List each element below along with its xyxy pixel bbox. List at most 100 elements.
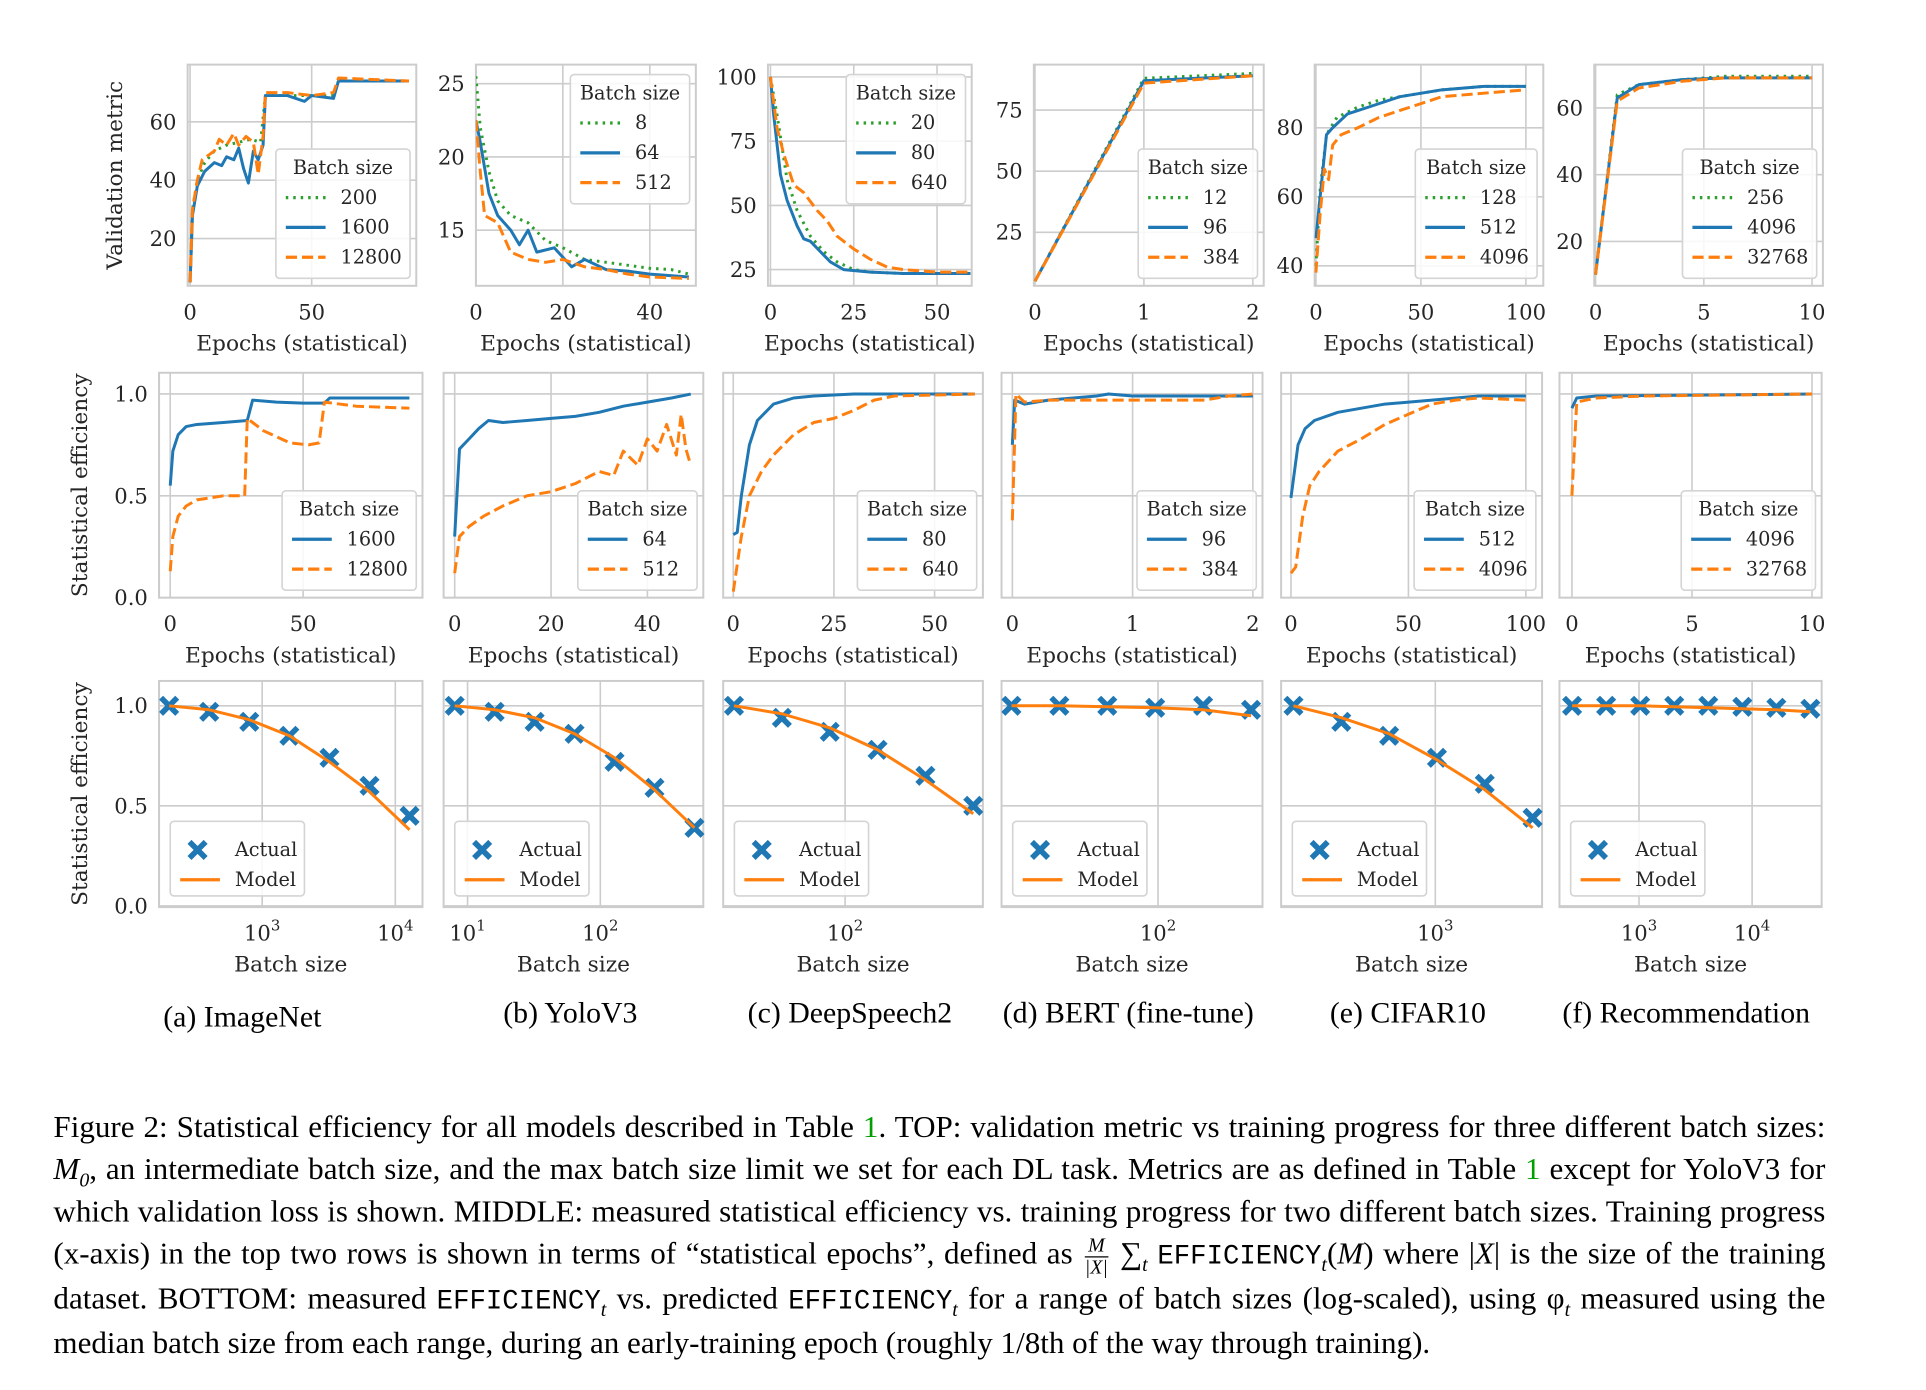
axes-frame [1558, 371, 1823, 599]
legend-entry: 4096 [1479, 557, 1528, 580]
legend-title: Batch size [856, 81, 956, 104]
x-axis-label: Batch size [796, 953, 909, 978]
plot-area [1033, 71, 1253, 282]
legend-entry: 4096 [1480, 245, 1529, 268]
x-tick-label: 50 [921, 611, 948, 636]
series-line-80 [768, 76, 971, 275]
legend-entry: 32768 [1747, 245, 1808, 268]
series-line-model [1572, 704, 1811, 714]
series-line-model [1293, 704, 1534, 829]
figure-caption: Figure 2: Statistical efficiency for all… [53, 1107, 1825, 1365]
caption-segment: M [53, 1153, 80, 1187]
axes-frame [474, 63, 697, 287]
legend-entry: 96 [1202, 528, 1227, 551]
caption-segment: Figure 2: Statistical efficiency for all… [53, 1110, 863, 1145]
legend-entry: Model [1635, 868, 1696, 891]
series-line-32768 [1570, 392, 1813, 496]
data-point-actual [484, 701, 505, 722]
y-tick-label: 100 [716, 64, 756, 89]
legend-entry: Model [519, 868, 580, 891]
axes-frame [442, 679, 705, 909]
axes-frame [442, 371, 705, 599]
series-line-12800 [168, 400, 410, 572]
subplot-bottom-f: 103 104 Batch size Actual Model [1558, 679, 1823, 978]
caption-segment: EFFICIENCY [436, 1286, 601, 1318]
legend-frame [1136, 490, 1258, 592]
legend-frame [856, 490, 978, 592]
series-line-4096 [1314, 88, 1527, 273]
axes-frame [186, 63, 418, 287]
series-line-512 [475, 120, 689, 280]
caption-segment: t [1142, 1255, 1148, 1277]
x-axis-label: Epochs (statistical) [1585, 643, 1797, 668]
legend-marker-icon [1030, 839, 1051, 860]
plot-area [1570, 392, 1813, 496]
legend-marker-icon [1587, 839, 1609, 860]
x-tick-label: 100 [1506, 299, 1546, 324]
series-line-32768 [1594, 76, 1813, 275]
axes-frame [158, 679, 424, 909]
plot-area [1314, 84, 1527, 273]
legend-frame [1680, 490, 1817, 592]
legend-entry: 8 [635, 111, 647, 134]
y-tick-label: 0.5 [114, 483, 148, 508]
legend-marker-icon [472, 839, 493, 860]
x-tick-label: 50 [290, 611, 317, 636]
axes-frame [722, 371, 984, 599]
x-axis-label: Epochs (statistical) [1306, 643, 1518, 668]
caption-segment: , an intermediate batch size, and the ma… [89, 1153, 1526, 1187]
caption-segment: X [1474, 1237, 1494, 1272]
legend-title: Batch size [1698, 498, 1798, 521]
subplot-caption-d: (d) BERT (fine-tune) [1002, 997, 1254, 1031]
subplot-top-a: 20 40 60 0 50 Epochs (statistical) Validation … [103, 63, 418, 356]
legend-frame [1414, 148, 1538, 280]
tick-exponent: 3 [271, 917, 280, 935]
series-line-4096 [1289, 396, 1526, 575]
caption-segment: t [952, 1299, 958, 1321]
y-tick-label: 60 [1556, 95, 1583, 120]
data-point-actual [1562, 695, 1583, 716]
series-line-64 [475, 119, 690, 279]
axes-frame [766, 63, 973, 287]
axes-frame [1313, 63, 1545, 287]
legend-entry: Actual [1076, 838, 1139, 861]
tick-exponent: 3 [1444, 917, 1453, 935]
legend-title: Batch size [293, 156, 393, 179]
subplot-bottom-e: 103 Batch size Actual Model [1280, 679, 1544, 978]
legend-entry: 96 [1203, 216, 1228, 239]
subplot-middle-b: 0 20 40 Epochs (statistical) Batch size 64 512 [442, 371, 705, 668]
x-tick-label: 10 [1799, 611, 1826, 636]
subplot-caption-e: (e) CIFAR10 [1329, 997, 1486, 1031]
subplot-top-e: 40 60 80 0 50 100 Epochs (statistical) Batch si… [1277, 63, 1546, 356]
table-link[interactable]: 1 [1525, 1153, 1541, 1187]
data-point-actual [399, 805, 420, 826]
x-axis-label: Epochs (statistical) [1323, 331, 1535, 356]
legend-entry: 64 [635, 141, 659, 164]
subplot-caption-b: (b) YoloV3 [503, 997, 638, 1031]
table-link[interactable]: 1 [862, 1110, 879, 1145]
x-axis-label: Epochs (statistical) [1603, 331, 1815, 356]
subplot-caption-c: (c) DeepSpeech2 [747, 997, 953, 1031]
legend-title: Batch size [867, 498, 967, 521]
subplot-caption-f: (f) Recommendation [1562, 997, 1811, 1031]
y-tick-label: 60 [1277, 184, 1304, 209]
caption-segment: | is the size of the training dataset. B… [53, 1237, 1826, 1316]
legend-entry: 12800 [340, 245, 401, 268]
legend-entry: 80 [922, 528, 947, 551]
series-line-model [454, 704, 696, 829]
series-line-model [168, 704, 411, 831]
axes-frame [1593, 63, 1824, 287]
x-axis-label: Epochs (statistical) [1043, 331, 1255, 356]
legend-marker-icon [1309, 839, 1330, 860]
y-tick-label: 25 [996, 220, 1023, 245]
legend: Actual Model [1569, 820, 1706, 897]
legend-frame [1137, 148, 1259, 280]
legend-title: Batch size [1426, 156, 1526, 179]
caption-segment: . TOP: validation metric vs training pro… [878, 1110, 1826, 1145]
x-tick-label: 25 [820, 611, 847, 636]
caption-segment: measured using the median batch size fro… [53, 1282, 1826, 1361]
legend-title: Batch size [299, 498, 399, 521]
series-line-model [733, 704, 975, 815]
legend-frame [1413, 490, 1537, 592]
